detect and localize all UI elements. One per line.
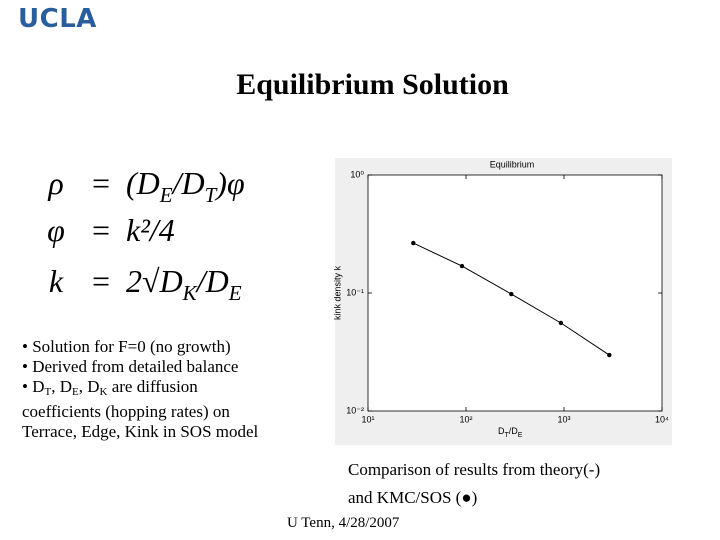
- caption: Comparison of results from theory(-) and …: [348, 456, 600, 512]
- x-label-part: T: [505, 432, 510, 439]
- equation-part: /D: [172, 165, 205, 201]
- equation-part: (D: [126, 165, 160, 201]
- equation: ρ = (DE/DT)φ: [36, 165, 245, 208]
- y-tick-label: 10⁻¹: [346, 287, 364, 297]
- logo: UCLA: [18, 4, 97, 34]
- equation-op: =: [91, 165, 111, 201]
- equation-part: /D: [196, 263, 229, 299]
- equation-op: =: [91, 212, 111, 248]
- equation-part: 2√D: [126, 263, 183, 299]
- data-point: [607, 352, 612, 358]
- equation-part: E: [159, 183, 173, 207]
- data-point: [558, 320, 564, 326]
- equation-op: =: [91, 263, 111, 299]
- text-part: , D: [51, 377, 72, 396]
- bullet-line: coefficients (hopping rates) on: [22, 402, 258, 422]
- caption-line: Comparison of results from theory(-): [348, 460, 601, 479]
- x-axis-label: DT/DE: [498, 426, 523, 438]
- bullet-line: Terrace, Edge, Kink in SOS model: [22, 422, 258, 442]
- y-tick-label: 10⁻²: [346, 405, 364, 415]
- slide-title: Equilibrium Solution: [236, 68, 509, 101]
- text-part: K: [99, 386, 108, 398]
- x-label-part: D: [498, 426, 505, 436]
- text-part: , D: [78, 377, 100, 396]
- equation-lhs: ρ: [48, 165, 64, 201]
- caption-line: and KMC/SOS (●): [348, 488, 478, 507]
- text-part: • Solution for F=0 (no growth): [22, 337, 231, 356]
- equation-part: T: [204, 183, 217, 207]
- equation-lhs: φ: [47, 212, 65, 248]
- x-tick-label: 10²: [459, 414, 472, 424]
- equation-lhs: k: [48, 263, 64, 299]
- x-tick-label: 10¹: [361, 414, 374, 424]
- text-part: Terrace, Edge, Kink in SOS model: [22, 422, 259, 441]
- text-part: E: [72, 386, 79, 398]
- equation: φ = k²/4: [36, 212, 175, 249]
- data-point: [459, 263, 465, 269]
- text-part: • D: [22, 377, 45, 396]
- bullet-line: • Solution for F=0 (no growth): [22, 337, 258, 357]
- x-label-part: /D: [509, 426, 519, 436]
- footer: U Tenn, 4/28/2007: [287, 515, 400, 531]
- x-tick-label: 10³: [557, 414, 570, 424]
- y-tick-label: 10⁰: [350, 169, 364, 179]
- data-point: [509, 291, 514, 297]
- bullet-line: • DT, DE, DK are diffusion: [22, 377, 258, 402]
- equation: k = 2√DK/DE: [36, 263, 242, 306]
- bullet-list: • Solution for F=0 (no growth) • Derived …: [22, 337, 258, 442]
- text-part: are diffusion: [107, 377, 198, 396]
- chart-title: Equilibrium: [490, 159, 535, 169]
- equation-part: )φ: [216, 165, 245, 201]
- x-tick-label: 10⁴: [655, 414, 669, 424]
- text-part: coefficients (hopping rates) on: [22, 402, 230, 421]
- bullet-line: • Derived from detailed balance: [22, 357, 258, 377]
- equation-part: k²/4: [126, 212, 175, 248]
- x-label-part: E: [518, 432, 523, 439]
- text-part: T: [44, 386, 52, 398]
- y-axis-label: kink density k: [332, 265, 342, 320]
- text-part: • Derived from detailed balance: [22, 357, 239, 376]
- equation-part: E: [228, 281, 242, 305]
- plot-area: [367, 174, 663, 412]
- data-point: [411, 240, 416, 246]
- equation-part: K: [182, 281, 197, 305]
